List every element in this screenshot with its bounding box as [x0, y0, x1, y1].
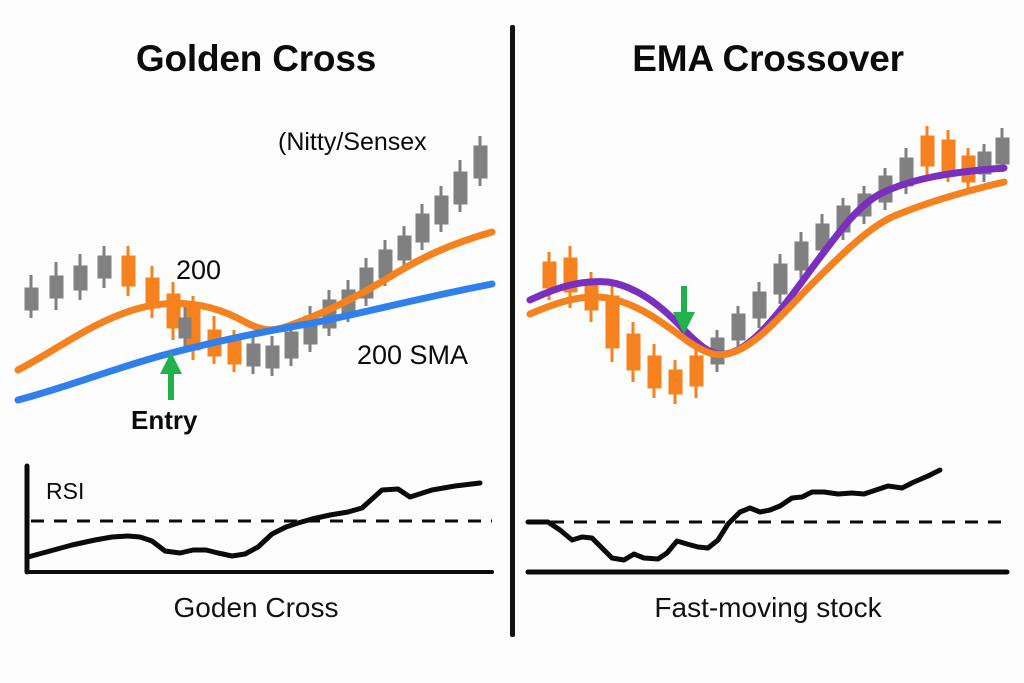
left-slow-ma-line — [14, 280, 496, 404]
panel-golden-cross: Golden Cross — [14, 38, 496, 623]
left-rsi-line — [25, 480, 483, 560]
left-rsi-label: RSI — [46, 478, 85, 504]
right-entry-arrow-icon — [673, 286, 695, 334]
right-rsi-line — [525, 467, 943, 563]
right-candles — [542, 126, 1010, 404]
right-candlestick-chart — [525, 126, 1010, 575]
right-rsi-subchart — [525, 467, 1010, 575]
left-rsi-subchart — [24, 463, 494, 575]
left-instrument-label: (Nitty/Sensex — [278, 128, 427, 156]
right-chart-caption: Fast-moving stock — [654, 592, 882, 623]
right-slow-ema-line — [526, 178, 1008, 359]
left-candles — [24, 136, 488, 376]
panel-divider — [510, 25, 515, 637]
left-chart-title: Golden Cross — [135, 38, 377, 79]
left-candlestick-chart — [14, 136, 496, 575]
left-slow-ma-label: 200 SMA — [357, 340, 469, 370]
left-entry-arrow-icon — [160, 352, 182, 400]
left-chart-caption: Goden Cross — [173, 592, 339, 623]
panel-ema-crossover: EMA Crossover — [512, 0, 1024, 683]
right-chart-title: EMA Crossover — [632, 38, 904, 79]
left-fast-ma-label: 200 — [176, 255, 222, 285]
left-entry-label: Entry — [131, 405, 198, 435]
